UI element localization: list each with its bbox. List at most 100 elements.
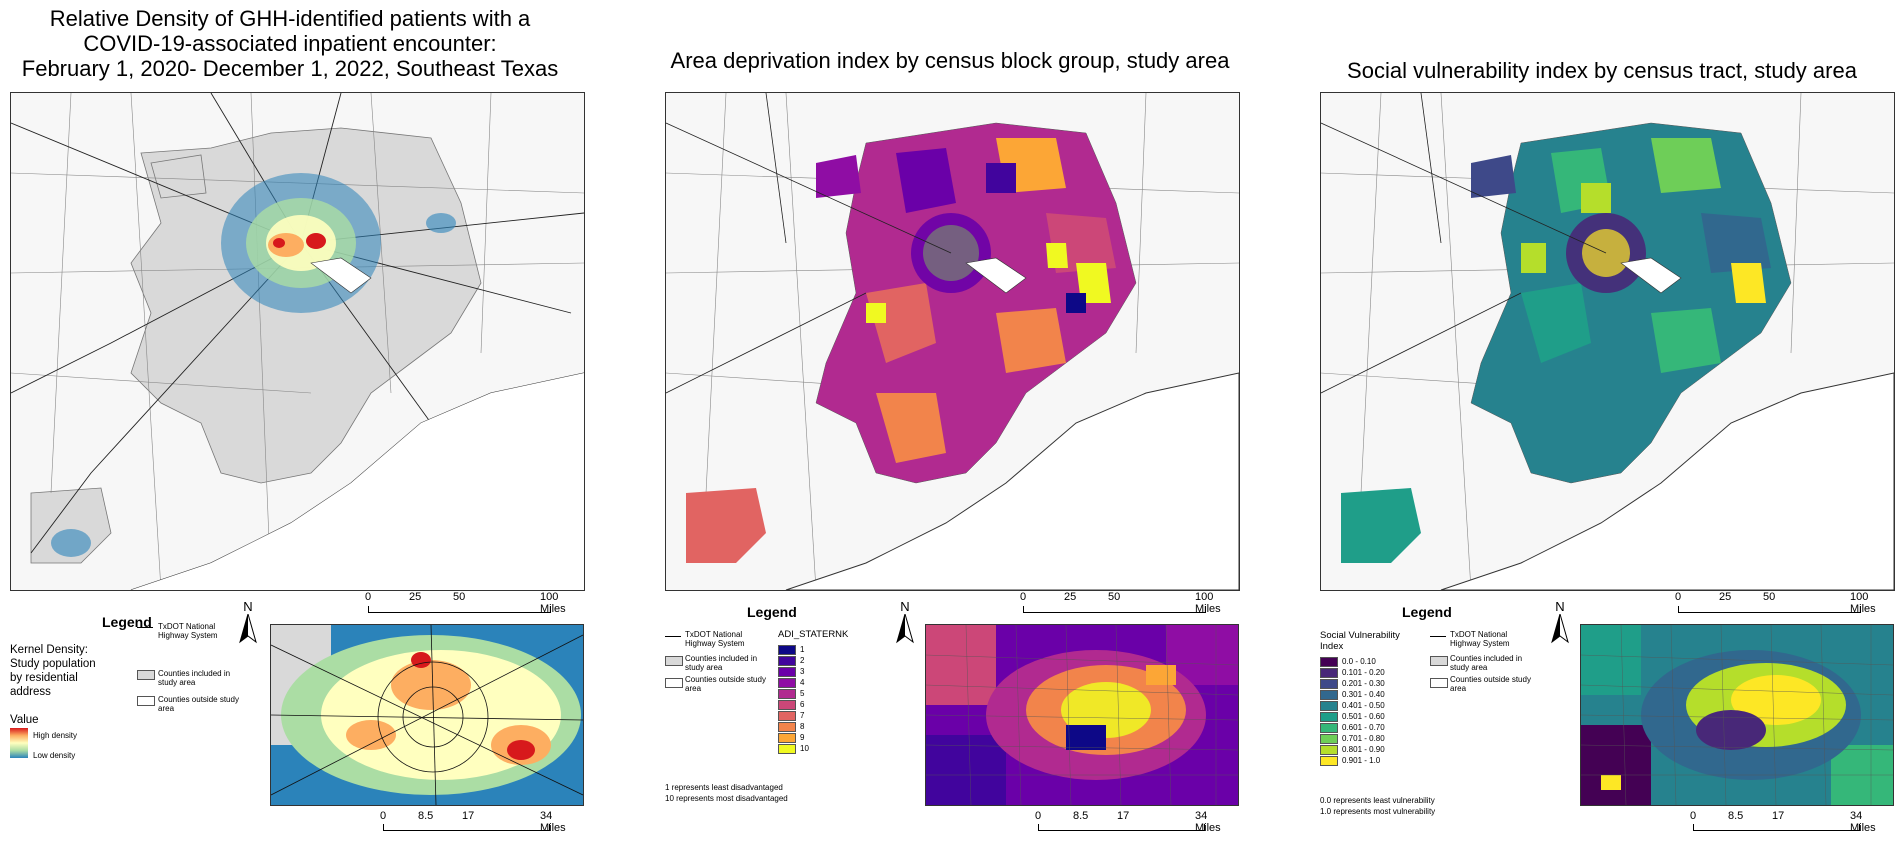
- adi-title: Area deprivation index by census block g…: [670, 48, 1230, 73]
- scale-tick: 8.5: [1728, 810, 1744, 822]
- low-density-label: Low density: [33, 751, 76, 760]
- legend-class-label: 4: [800, 678, 805, 687]
- svi-map-canvas: [1321, 93, 1894, 590]
- legend-class-swatch: [1320, 679, 1338, 689]
- scale-tick: 0: [380, 810, 387, 822]
- north-label: N: [1555, 599, 1565, 614]
- legend-class-swatch: [1320, 657, 1338, 667]
- highway-label: TxDOT National Highway System: [685, 630, 745, 648]
- kd-ramp: [10, 728, 28, 758]
- scale-tick: 34 Miles: [1850, 810, 1876, 834]
- highway-label: TxDOT National Highway System: [158, 622, 218, 640]
- scale-tick: 50: [453, 591, 466, 603]
- north-arrow-icon: [896, 612, 914, 644]
- legend-class-swatch: [1320, 701, 1338, 711]
- svi-panel: Social vulnerability index by census tra…: [1310, 0, 1902, 844]
- scale-tick: 25: [409, 591, 422, 603]
- adi-inset-scalebar: 0 8.5 17 34 Miles: [1035, 810, 1235, 840]
- highway-swatch: [665, 636, 681, 637]
- scale-tick: 0: [1020, 591, 1027, 603]
- adi-inset-canvas: [926, 625, 1238, 805]
- scale-tick: 8.5: [418, 810, 434, 822]
- legend-class-swatch: [1320, 668, 1338, 678]
- legend-class-swatch: [1320, 690, 1338, 700]
- scale-bar-line: [383, 824, 550, 831]
- density-map-canvas: [11, 93, 584, 590]
- outside-swatch: [137, 696, 155, 706]
- legend-class-swatch: [778, 744, 796, 754]
- scale-tick: 25: [1719, 591, 1732, 603]
- adi-map[interactable]: [665, 92, 1240, 591]
- svi-legend-title: Legend: [1402, 604, 1452, 620]
- included-label: Counties included in study area: [158, 669, 231, 687]
- legend-class-label: 7: [800, 711, 805, 720]
- adi-scalebar: 0 25 50 100 Miles: [1020, 591, 1230, 615]
- scale-bar-line: [1693, 824, 1860, 831]
- scale-tick: 8.5: [1073, 810, 1089, 822]
- adi-note-2: 10 represents most disadvantaged: [665, 794, 788, 803]
- outside-label: Counties outside study area: [1450, 675, 1531, 693]
- north-arrow: N: [235, 600, 261, 649]
- density-map[interactable]: [10, 92, 585, 591]
- scale-tick: 34 Miles: [1195, 810, 1221, 834]
- scale-tick: 25: [1064, 591, 1077, 603]
- included-swatch: [665, 656, 683, 666]
- scale-tick: 50: [1108, 591, 1121, 603]
- adi-map-canvas: [666, 93, 1239, 590]
- legend-class-label: 1: [800, 645, 805, 654]
- north-label: N: [243, 599, 253, 614]
- svi-note-1: 0.0 represents least vulnerability: [1320, 796, 1435, 805]
- adi-note-1: 1 represents least disadvantaged: [665, 783, 783, 792]
- legend-class-swatch: [1320, 723, 1338, 733]
- included-label: Counties included in study area: [1450, 654, 1523, 672]
- legend-class-swatch: [1320, 756, 1338, 766]
- legend-class-label: 2: [800, 656, 805, 665]
- outside-swatch: [1430, 678, 1448, 688]
- legend-class-swatch: [778, 645, 796, 655]
- scale-bar-line: [368, 606, 551, 613]
- svi-inset-canvas: [1581, 625, 1893, 805]
- highway-swatch: [1430, 636, 1446, 637]
- scale-bar-line: [1678, 606, 1861, 613]
- density-inset-map[interactable]: [270, 624, 584, 806]
- legend-class-label: 0.701 - 0.80: [1342, 734, 1385, 743]
- legend-class-label: 0.201 - 0.30: [1342, 679, 1385, 688]
- adi-inset-map[interactable]: [925, 624, 1239, 806]
- north-arrow-icon: [239, 612, 257, 644]
- outside-label: Counties outside study area: [685, 675, 766, 693]
- legend-class-label: 0.101 - 0.20: [1342, 668, 1385, 677]
- legend-class-label: 0.501 - 0.60: [1342, 712, 1385, 721]
- legend-class-label: 9: [800, 733, 805, 742]
- scale-tick: 17: [462, 810, 475, 822]
- svi-note-2: 1.0 represents most vulnerability: [1320, 807, 1436, 816]
- included-swatch: [1430, 656, 1448, 666]
- legend-class-label: 10: [800, 744, 809, 753]
- density-inset-scalebar: 0 8.5 17 34 Miles: [380, 810, 580, 840]
- legend-class-swatch: [778, 711, 796, 721]
- svi-inset-map[interactable]: [1580, 624, 1894, 806]
- svi-title: Social vulnerability index by census tra…: [1347, 58, 1857, 83]
- density-inset-canvas: [271, 625, 583, 805]
- kd-label: Kernel Density: Study population by resi…: [10, 644, 96, 698]
- highway-swatch: [137, 627, 153, 628]
- legend-class-label: 6: [800, 700, 805, 709]
- svi-field-label: Social Vulnerability Index: [1320, 630, 1400, 652]
- legend-class-swatch: [778, 667, 796, 677]
- scale-bar-line: [1023, 606, 1206, 613]
- scale-tick: 0: [1690, 810, 1697, 822]
- legend-class-label: 0.0 - 0.10: [1342, 657, 1376, 666]
- highway-label: TxDOT National Highway System: [1450, 630, 1510, 648]
- density-title: Relative Density of GHH-identified patie…: [21, 6, 559, 81]
- high-density-label: High density: [33, 731, 78, 740]
- legend-class-label: 0.301 - 0.40: [1342, 690, 1385, 699]
- north-arrow: N: [892, 600, 918, 649]
- legend-class-label: 8: [800, 722, 805, 731]
- north-arrow-icon: [1551, 612, 1569, 644]
- density-panel: Relative Density of GHH-identified patie…: [0, 0, 600, 844]
- adi-panel: Area deprivation index by census block g…: [655, 0, 1255, 844]
- scale-tick: 0: [1675, 591, 1682, 603]
- legend-class-label: 3: [800, 667, 805, 676]
- legend-class-swatch: [778, 722, 796, 732]
- included-label: Counties included in study area: [685, 654, 758, 672]
- svi-map[interactable]: [1320, 92, 1895, 591]
